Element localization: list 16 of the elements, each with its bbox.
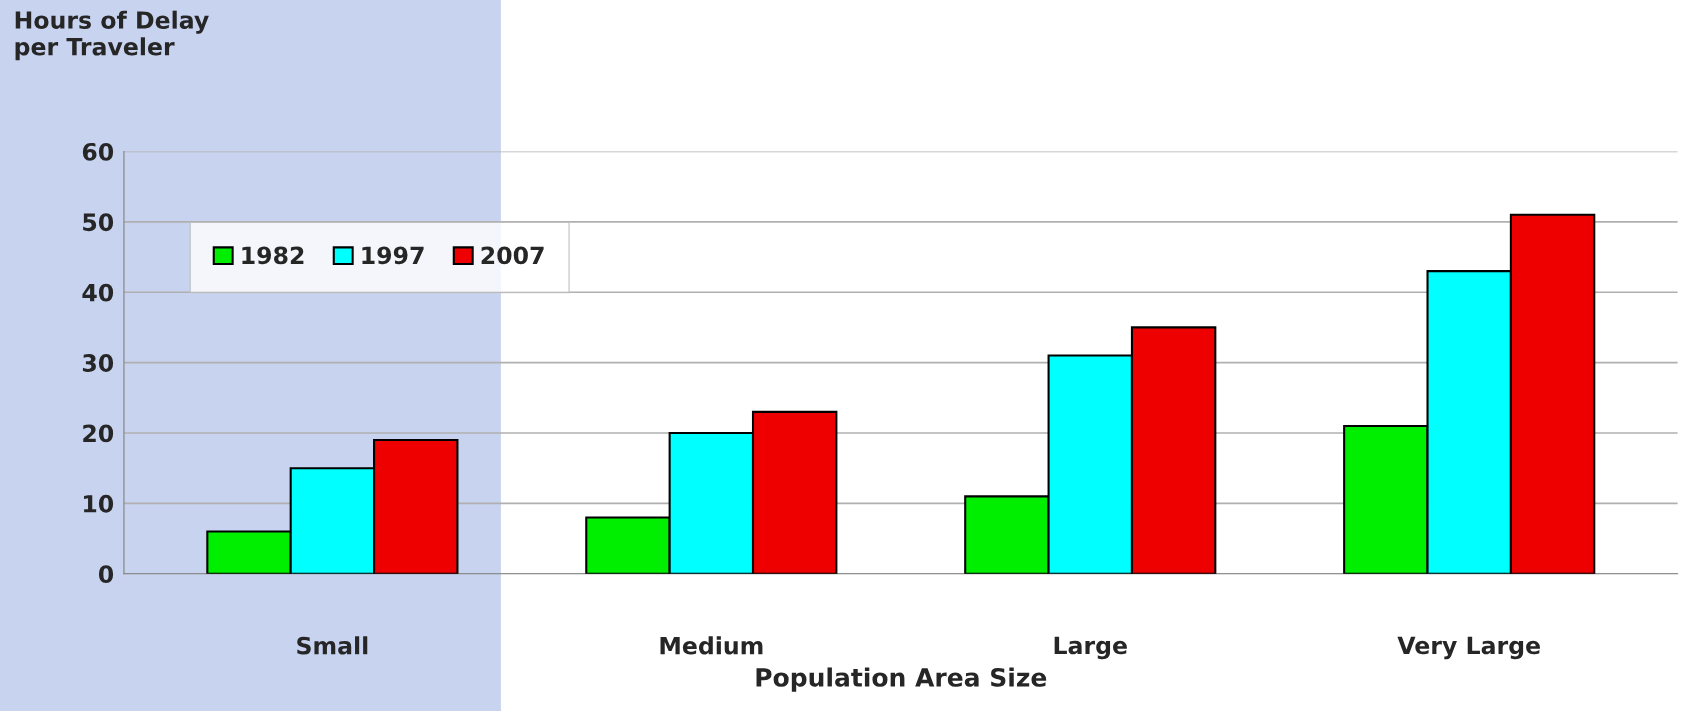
x-tick-label: Large xyxy=(1054,636,1127,660)
y-tick-label: 0 xyxy=(98,565,114,584)
x-tick-label: Very Large xyxy=(1397,636,1540,660)
x-tick-label: Small xyxy=(297,636,368,655)
y-tick-label: 50 xyxy=(83,213,114,232)
y-tick-label: 30 xyxy=(82,354,114,372)
y-axis-title: Hours of Delay per Traveler xyxy=(15,10,209,61)
legend-label: 2007 xyxy=(481,246,544,265)
y-tick-label: 60 xyxy=(82,142,114,161)
y-tick-label: 20 xyxy=(83,424,114,443)
y-tick-label: 10 xyxy=(84,494,114,513)
y-tick-label: 40 xyxy=(82,283,114,302)
legend-label: 1982 xyxy=(242,246,304,265)
x-axis-title: Population Area Size xyxy=(756,667,1047,692)
x-tick-label: Medium xyxy=(660,636,763,655)
legend-label: 1997 xyxy=(362,246,424,265)
